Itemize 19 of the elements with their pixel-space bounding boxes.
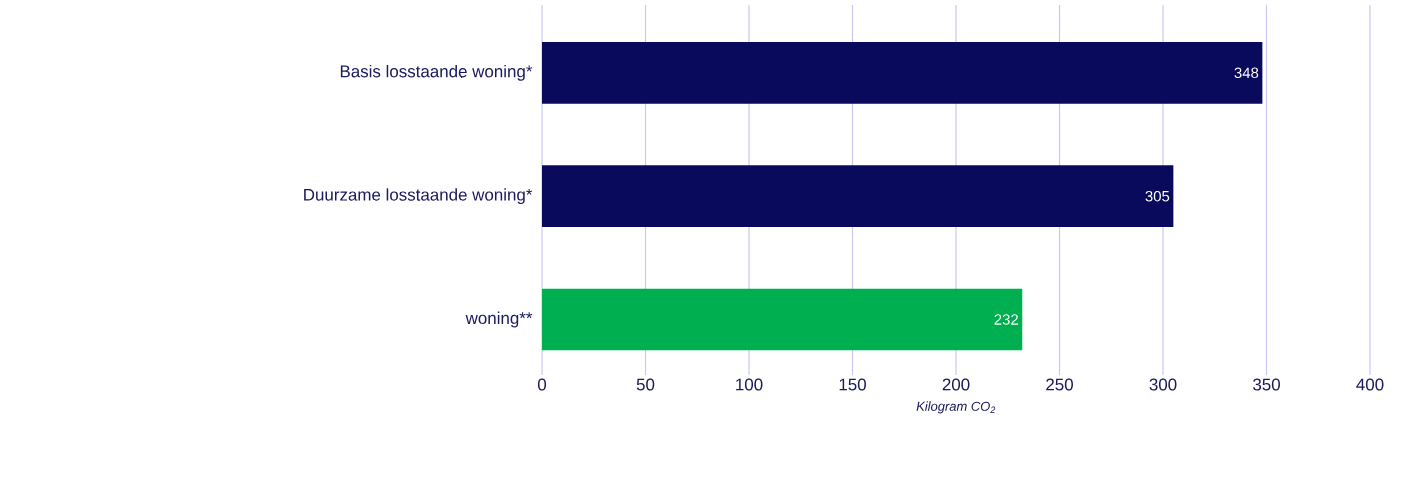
x-tick-label: 100 [736, 378, 763, 391]
x-tick-label: 350 [1253, 378, 1280, 391]
bar [542, 42, 1263, 104]
data-label: 305 [1145, 190, 1170, 202]
y-tick-label: woning** [465, 311, 533, 328]
x-tick-label: 150 [839, 378, 866, 391]
data-label: 232 [994, 314, 1018, 325]
bar [542, 165, 1174, 227]
x-tick-label: 400 [1356, 378, 1384, 391]
x-tick-label: 300 [1149, 378, 1177, 391]
data-label: 348 [1234, 67, 1259, 79]
x-tick-label: 200 [942, 378, 970, 391]
y-tick-label: Duurzame losstaande woning* [304, 188, 533, 205]
x-tick-label: 0 [537, 378, 547, 391]
x-tick-label: 50 [636, 378, 655, 391]
bar [542, 288, 1023, 351]
y-tick-label: Basis losstaande woning* [340, 64, 533, 81]
x-axis-title: Kilogram CO$_{2}$ [916, 401, 996, 414]
x-tick-label: 250 [1046, 378, 1073, 391]
